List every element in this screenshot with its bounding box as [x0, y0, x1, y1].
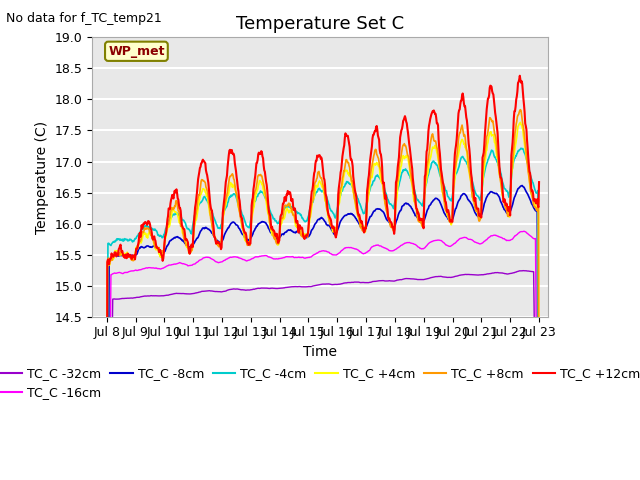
Title: Temperature Set C: Temperature Set C [236, 15, 404, 33]
Y-axis label: Temperature (C): Temperature (C) [35, 120, 49, 234]
Legend: TC_C -32cm, TC_C -16cm, TC_C -8cm, TC_C -4cm, TC_C +4cm, TC_C +8cm, TC_C +12cm: TC_C -32cm, TC_C -16cm, TC_C -8cm, TC_C … [0, 362, 640, 404]
Text: WP_met: WP_met [108, 45, 164, 58]
Text: No data for f_TC_temp21: No data for f_TC_temp21 [6, 12, 162, 25]
X-axis label: Time: Time [303, 345, 337, 359]
